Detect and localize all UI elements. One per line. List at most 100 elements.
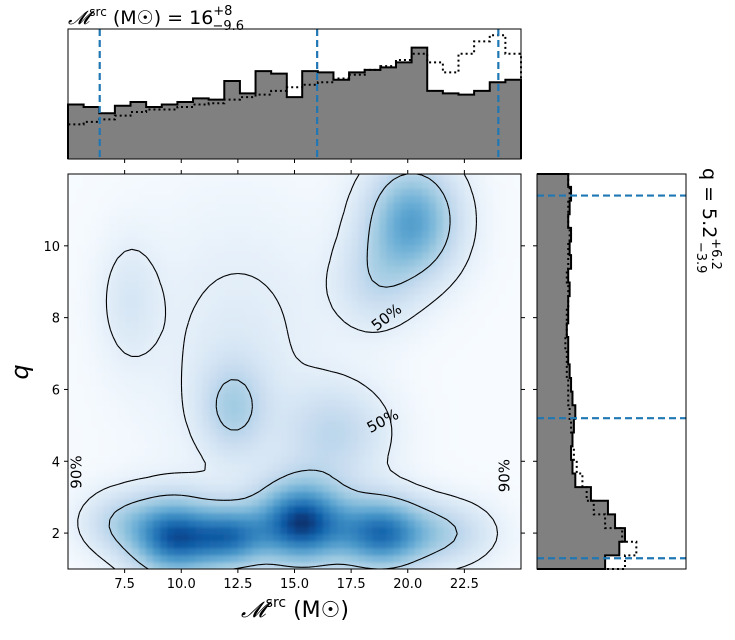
density-cell bbox=[429, 477, 437, 485]
density-cell bbox=[273, 498, 281, 506]
density-cell bbox=[110, 273, 118, 281]
density-cell bbox=[507, 393, 515, 401]
density-cell bbox=[507, 548, 515, 556]
density-cell bbox=[471, 209, 479, 217]
density-cell bbox=[153, 555, 161, 563]
density-cell bbox=[273, 357, 281, 365]
density-cell bbox=[195, 506, 203, 514]
density-cell bbox=[365, 202, 373, 210]
density-cell bbox=[266, 527, 274, 535]
density-cell bbox=[82, 266, 90, 274]
density-cell bbox=[443, 400, 451, 408]
density-cell bbox=[132, 308, 140, 316]
density-cell bbox=[238, 442, 246, 450]
density-cell bbox=[82, 308, 90, 316]
density-cell bbox=[436, 555, 444, 563]
density-cell bbox=[273, 266, 281, 274]
density-cell bbox=[479, 414, 487, 422]
density-cell bbox=[252, 498, 260, 506]
contour-segment bbox=[167, 473, 174, 474]
contour-segment bbox=[117, 541, 118, 542]
density-cell bbox=[351, 301, 359, 309]
density-cell bbox=[266, 195, 274, 203]
density-cell bbox=[323, 498, 331, 506]
density-cell bbox=[266, 252, 274, 260]
density-cell bbox=[401, 463, 409, 471]
density-cell bbox=[160, 195, 168, 203]
density-cell bbox=[266, 534, 274, 542]
density-cell bbox=[210, 372, 218, 380]
density-cell bbox=[89, 435, 97, 443]
density-cell bbox=[351, 407, 359, 415]
density-cell bbox=[309, 435, 317, 443]
density-cell bbox=[174, 202, 182, 210]
density-cell bbox=[217, 266, 225, 274]
density-cell bbox=[280, 456, 288, 464]
density-cell bbox=[507, 350, 515, 358]
density-cell bbox=[167, 442, 175, 450]
density-cell bbox=[302, 555, 310, 563]
density-cell bbox=[457, 322, 465, 330]
density-cell bbox=[68, 237, 76, 245]
contour-segment bbox=[391, 435, 392, 442]
density-cell bbox=[309, 379, 317, 387]
density-cell bbox=[195, 421, 203, 429]
density-cell bbox=[372, 449, 380, 457]
density-cell bbox=[266, 414, 274, 422]
density-cell bbox=[96, 414, 104, 422]
density-cell bbox=[139, 527, 147, 535]
density-cell bbox=[337, 513, 345, 521]
density-cell bbox=[500, 252, 508, 260]
density-cell bbox=[302, 223, 310, 231]
density-cell bbox=[358, 245, 366, 253]
mchirp-marginal-panel bbox=[68, 29, 521, 163]
density-cell bbox=[224, 498, 232, 506]
density-cell bbox=[287, 181, 295, 189]
density-cell bbox=[372, 237, 380, 245]
density-cell bbox=[167, 548, 175, 556]
density-cell bbox=[365, 407, 373, 415]
density-cell bbox=[266, 498, 274, 506]
density-cell bbox=[379, 386, 387, 394]
density-cell bbox=[287, 322, 295, 330]
density-cell bbox=[75, 245, 83, 253]
density-cell bbox=[464, 541, 472, 549]
x-tick-label: 22.5 bbox=[450, 577, 479, 592]
density-cell bbox=[210, 555, 218, 563]
density-cell bbox=[436, 421, 444, 429]
density-cell bbox=[358, 174, 366, 182]
density-cell bbox=[231, 216, 239, 224]
density-cell bbox=[379, 498, 387, 506]
density-cell bbox=[323, 308, 331, 316]
density-cell bbox=[287, 527, 295, 535]
density-cell bbox=[202, 491, 210, 499]
density-cell bbox=[429, 498, 437, 506]
density-cell bbox=[295, 308, 303, 316]
contour-segment bbox=[107, 308, 108, 315]
density-cell bbox=[259, 266, 267, 274]
density-cell bbox=[450, 477, 458, 485]
density-cell bbox=[252, 315, 260, 323]
density-cell bbox=[295, 195, 303, 203]
density-cell bbox=[372, 259, 380, 267]
density-cell bbox=[146, 273, 154, 281]
density-cell bbox=[217, 400, 225, 408]
density-cell bbox=[238, 181, 246, 189]
density-cell bbox=[471, 301, 479, 309]
density-cell bbox=[337, 414, 345, 422]
density-cell bbox=[252, 280, 260, 288]
density-cell bbox=[500, 322, 508, 330]
density-cell bbox=[429, 266, 437, 274]
density-cell bbox=[309, 252, 317, 260]
density-cell bbox=[379, 350, 387, 358]
density-cell bbox=[394, 195, 402, 203]
density-cell bbox=[273, 407, 281, 415]
density-cell bbox=[110, 188, 118, 196]
density-cell bbox=[118, 216, 126, 224]
density-cell bbox=[365, 329, 373, 337]
density-cell bbox=[238, 414, 246, 422]
density-cell bbox=[217, 322, 225, 330]
contour-segment bbox=[238, 273, 245, 274]
density-cell bbox=[132, 548, 140, 556]
density-cell bbox=[110, 407, 118, 415]
